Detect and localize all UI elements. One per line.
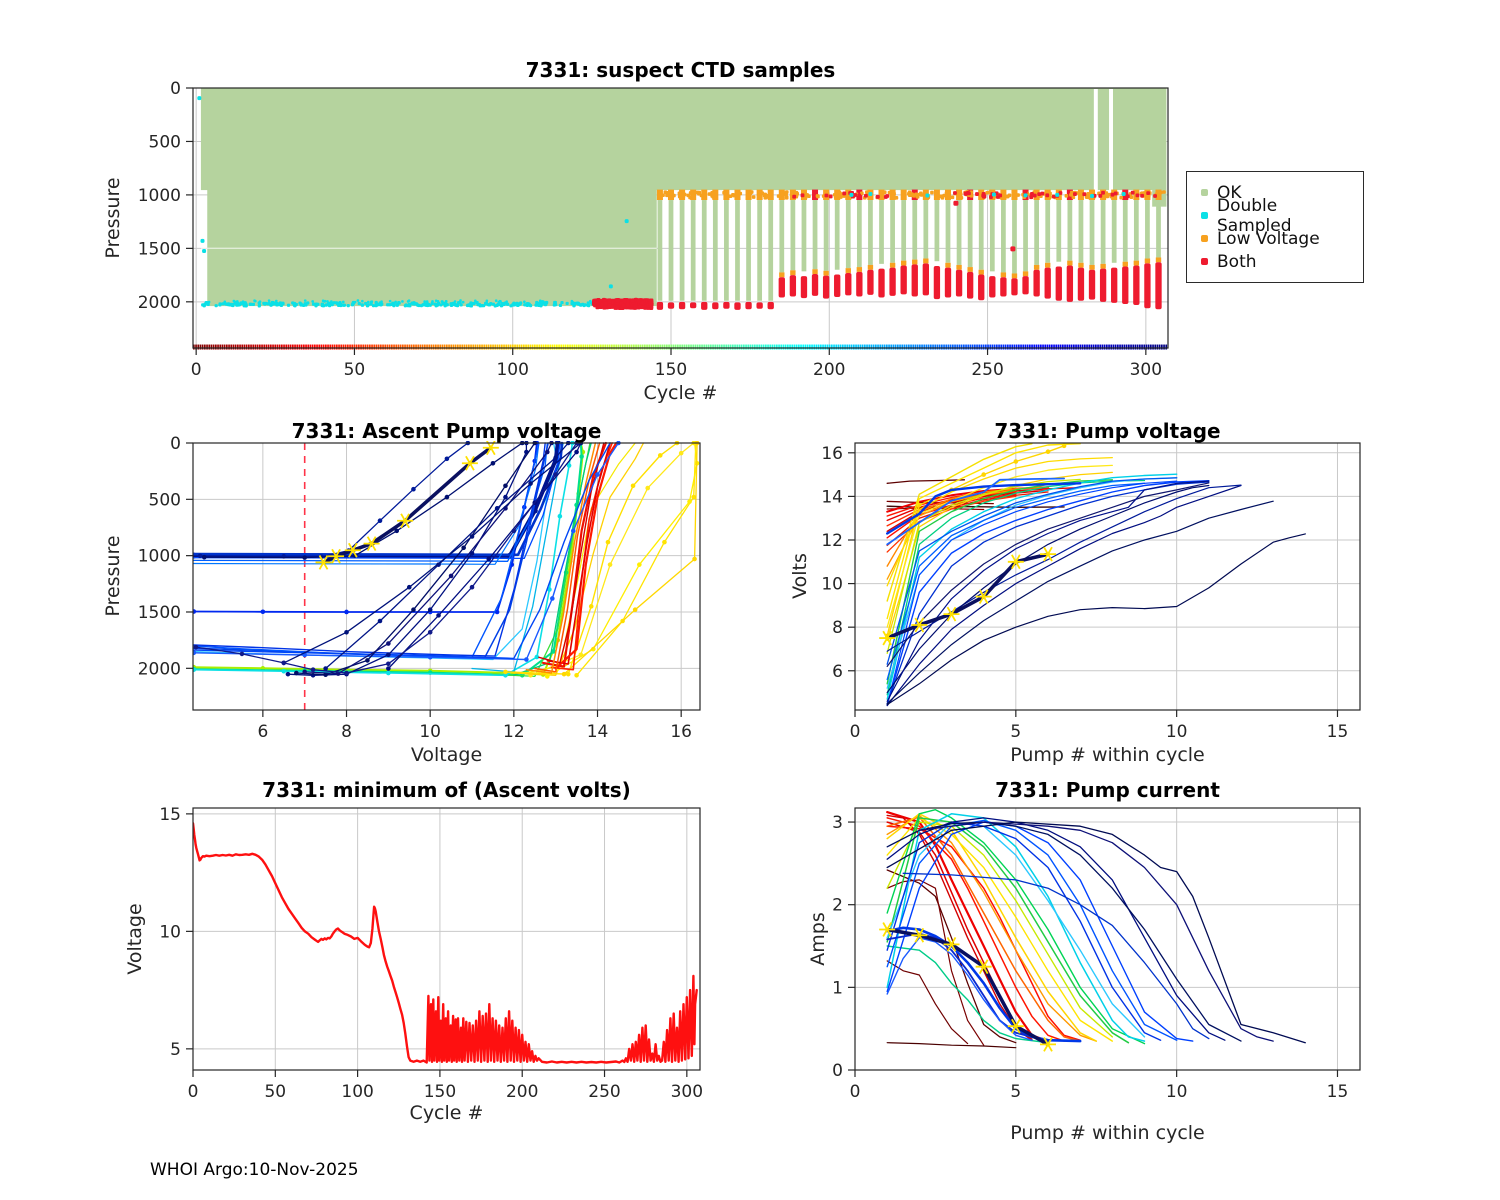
svg-text:15: 15 xyxy=(1327,1082,1349,1102)
svg-text:8: 8 xyxy=(341,722,352,742)
pumpv-data xyxy=(879,443,1306,707)
ascent-xlabel: Voltage xyxy=(410,744,483,766)
svg-text:250: 250 xyxy=(971,360,1003,380)
svg-text:50: 50 xyxy=(344,360,366,380)
minv-axes xyxy=(192,807,701,1071)
svg-text:2000: 2000 xyxy=(138,659,181,679)
svg-text:15: 15 xyxy=(1327,722,1349,742)
svg-text:100: 100 xyxy=(496,360,528,380)
svg-text:150: 150 xyxy=(655,360,687,380)
svg-text:0: 0 xyxy=(850,722,861,742)
svg-text:16: 16 xyxy=(670,722,692,742)
svg-text:12: 12 xyxy=(503,722,525,742)
ctd-title: 7331: suspect CTD samples xyxy=(525,58,836,82)
legend-item-both: Both xyxy=(1197,250,1353,273)
svg-text:10: 10 xyxy=(1166,722,1188,742)
svg-text:0: 0 xyxy=(170,79,181,99)
svg-text:250: 250 xyxy=(588,1082,620,1102)
pumpv-axes xyxy=(854,442,1361,711)
svg-text:2000: 2000 xyxy=(138,293,181,313)
minv-ylabel: Voltage xyxy=(124,903,146,975)
both-marker-icon xyxy=(1201,258,1208,265)
legend-label: Low Voltage xyxy=(1217,228,1320,249)
svg-text:0: 0 xyxy=(188,1082,199,1102)
legend-label: OK xyxy=(1217,182,1242,203)
svg-text:50: 50 xyxy=(264,1082,286,1102)
pumpc-title: 7331: Pump current xyxy=(995,778,1220,802)
svg-text:1000: 1000 xyxy=(138,547,181,567)
svg-text:14: 14 xyxy=(821,487,843,507)
svg-text:12: 12 xyxy=(821,531,843,551)
svg-text:2: 2 xyxy=(832,896,843,916)
svg-text:200: 200 xyxy=(506,1082,538,1102)
minv-data xyxy=(193,822,698,1064)
svg-text:200: 200 xyxy=(813,360,845,380)
svg-text:5: 5 xyxy=(1010,722,1021,742)
svg-text:10: 10 xyxy=(159,922,181,942)
ctd-data xyxy=(193,88,1168,350)
ctd-axes xyxy=(192,87,1169,349)
svg-text:10: 10 xyxy=(1166,1082,1188,1102)
legend-item-low: Low Voltage xyxy=(1197,227,1353,250)
pumpc-axes xyxy=(854,807,1361,1071)
double-marker-icon xyxy=(1201,212,1208,219)
ascent-data xyxy=(193,441,700,710)
svg-text:5: 5 xyxy=(1010,1082,1021,1102)
legend-label: Double Sampled xyxy=(1217,195,1292,236)
legend-item-ok: OK xyxy=(1197,181,1353,204)
ctd-ylabel: Pressure xyxy=(102,177,124,259)
svg-text:1: 1 xyxy=(832,978,843,998)
ascent-title: 7331: Ascent Pump voltage xyxy=(291,419,602,443)
low-marker-icon xyxy=(1201,235,1208,242)
legend-item-double: Double Sampled xyxy=(1197,196,1353,236)
minv-xlabel: Cycle # xyxy=(409,1102,484,1124)
ok-marker-icon xyxy=(1201,189,1208,196)
svg-text:150: 150 xyxy=(424,1082,456,1102)
svg-text:1000: 1000 xyxy=(138,186,181,206)
pumpc-data xyxy=(879,809,1306,1052)
svg-text:8: 8 xyxy=(832,618,843,638)
ctd-xlabel: Cycle # xyxy=(643,382,718,404)
svg-text:300: 300 xyxy=(1130,360,1162,380)
svg-text:100: 100 xyxy=(341,1082,373,1102)
svg-text:6: 6 xyxy=(257,722,268,742)
ascent-axes xyxy=(192,442,701,711)
svg-text:10: 10 xyxy=(419,722,441,742)
pumpv-ylabel: Volts xyxy=(789,553,811,599)
ascent-ylabel: Pressure xyxy=(102,535,124,617)
svg-text:15: 15 xyxy=(159,805,181,825)
svg-text:5: 5 xyxy=(170,1040,181,1060)
svg-text:500: 500 xyxy=(149,132,181,152)
pumpv-xlabel: Pump # within cycle xyxy=(1010,744,1205,766)
svg-text:1500: 1500 xyxy=(138,239,181,259)
svg-text:16: 16 xyxy=(821,444,843,464)
ctd-legend: OK Double Sampled Low Voltage Both xyxy=(1186,171,1364,283)
svg-text:300: 300 xyxy=(671,1082,703,1102)
svg-text:14: 14 xyxy=(587,722,609,742)
svg-text:3: 3 xyxy=(832,813,843,833)
svg-text:6: 6 xyxy=(832,662,843,682)
legend-label: Both xyxy=(1217,251,1257,272)
svg-text:10: 10 xyxy=(821,575,843,595)
svg-text:1500: 1500 xyxy=(138,603,181,623)
svg-text:0: 0 xyxy=(191,360,202,380)
svg-text:0: 0 xyxy=(832,1061,843,1081)
pumpc-ylabel: Amps xyxy=(807,912,829,966)
footer-text: WHOI Argo:10-Nov-2025 xyxy=(150,1160,359,1180)
svg-text:500: 500 xyxy=(149,490,181,510)
svg-text:0: 0 xyxy=(850,1082,861,1102)
pumpc-xlabel: Pump # within cycle xyxy=(1010,1122,1205,1144)
svg-text:0: 0 xyxy=(170,434,181,454)
pumpv-title: 7331: Pump voltage xyxy=(994,419,1221,443)
minv-title: 7331: minimum of (Ascent volts) xyxy=(262,778,631,802)
